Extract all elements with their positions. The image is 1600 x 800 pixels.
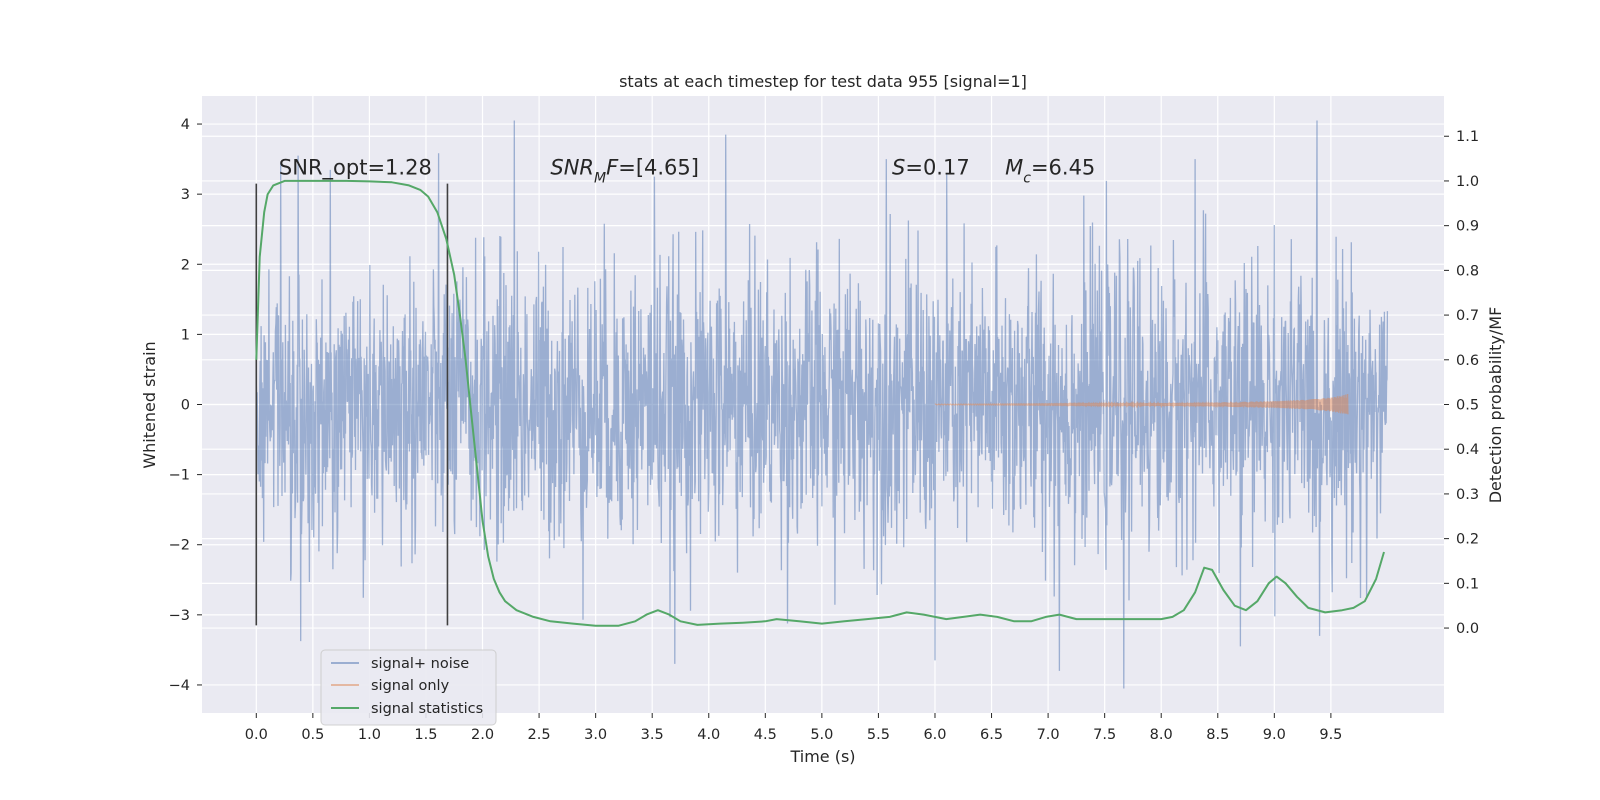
y-tick-label: 2: [181, 257, 190, 273]
x-axis-title: Time (s): [789, 747, 855, 766]
x-tick-label: 7.5: [1093, 727, 1116, 743]
y-axis-left: 4 3 2 1 0 −1 −2 −3 −4: [169, 117, 202, 694]
y2-tick-label: 0.5: [1456, 398, 1479, 414]
signal-noise-series: [255, 120, 1389, 689]
x-tick-label: 0.0: [245, 727, 268, 743]
y2-tick-label: 1.1: [1456, 129, 1479, 145]
y2-tick-label: 0.3: [1456, 487, 1479, 503]
x-tick-label: 1.0: [358, 727, 381, 743]
y2-tick-label: 0.7: [1456, 308, 1479, 324]
signal-noise-line: [255, 120, 1389, 689]
y-tick-label: −3: [169, 608, 190, 624]
y2-tick-label: 0.9: [1456, 219, 1479, 235]
x-tick-label: 8.0: [1150, 727, 1173, 743]
y2-tick-label: 0.0: [1456, 621, 1479, 637]
y-tick-label: −4: [169, 678, 190, 694]
y2-axis-title: Detection probability/MF: [1486, 307, 1505, 504]
x-tick-label: 9.5: [1319, 727, 1342, 743]
legend-label-signal-only: signal only: [371, 678, 450, 694]
y-tick-label: 3: [181, 187, 190, 203]
x-tick-label: 5.5: [867, 727, 890, 743]
y2-tick-label: 0.8: [1456, 263, 1479, 279]
signal-only-series: [934, 394, 1349, 415]
legend-label-signal-noise: signal+ noise: [371, 656, 469, 672]
y-tick-label: 4: [181, 117, 190, 133]
x-tick-label: 5.0: [810, 727, 833, 743]
x-tick-label: 1.5: [414, 727, 437, 743]
signal-statistics-series: [255, 179, 1385, 627]
x-tick-label: 7.0: [1037, 727, 1060, 743]
marker-lines: [255, 183, 449, 626]
y2-tick-label: 0.4: [1456, 442, 1479, 458]
y2-tick-label: 1.0: [1456, 174, 1479, 190]
x-tick-label: 3.5: [641, 727, 664, 743]
x-tick-label: 4.5: [754, 727, 777, 743]
y-tick-label: −2: [169, 538, 190, 554]
y-tick-label: −1: [169, 468, 190, 484]
annotations: SNR_opt=1.28 SNRMF=[4.65] S=0.17 Mc=6.45: [279, 156, 1095, 187]
y-axis-title: Whitened strain: [140, 341, 159, 468]
x-tick-label: 3.0: [584, 727, 607, 743]
y2-tick-label: 0.6: [1456, 353, 1479, 369]
legend-label-signal-statistics: signal statistics: [371, 701, 483, 717]
y-tick-label: 0: [181, 398, 190, 414]
x-axis: 0.0 0.5 1.0 1.5 2.0 2.5 3.0 3.5 4.0 4.5 5.0 5.5 6.0 6…: [245, 713, 1342, 743]
y2-tick-label: 0.2: [1456, 532, 1479, 548]
x-tick-label: 6.0: [923, 727, 946, 743]
x-tick-label: 9.0: [1263, 727, 1286, 743]
legend-box: [320, 649, 497, 726]
x-tick-label: 4.0: [697, 727, 720, 743]
legend: signal+ noise signal only signal statist…: [320, 649, 497, 726]
y-axis-right: 1.1 1.0 0.9 0.8 0.7 0.6 0.5 0.4 0.3 0.2 0.1 0.0: [1444, 129, 1479, 637]
x-tick-label: 8.5: [1206, 727, 1229, 743]
annotation-s-val: S=0.17: [892, 156, 970, 180]
x-tick-label: 0.5: [301, 727, 324, 743]
x-tick-label: 2.5: [528, 727, 551, 743]
annotation-snr-mf: SNRMF=[4.65]: [550, 156, 699, 187]
y-tick-label: 1: [181, 327, 190, 343]
annotation-mc-val: Mc=6.45: [1005, 156, 1095, 187]
chart-title: stats at each timestep for test data 955…: [619, 72, 1027, 91]
signal-statistics-line: [255, 179, 1385, 627]
x-tick-label: 6.5: [980, 727, 1003, 743]
signal-only-line: [934, 394, 1349, 415]
y2-tick-label: 0.1: [1456, 576, 1479, 592]
annotation-snr-opt: SNR_opt=1.28: [279, 156, 432, 181]
x-tick-label: 2.0: [471, 727, 494, 743]
